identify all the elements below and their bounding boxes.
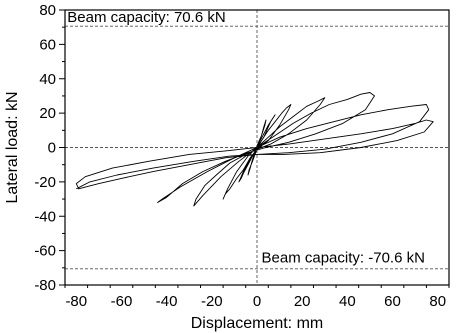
annotation-label-0: Beam capacity: 70.6 kN xyxy=(67,9,225,26)
y-tick-label: 80 xyxy=(39,2,56,19)
x-tick-label: 80 xyxy=(429,293,446,310)
series-layer xyxy=(75,92,434,207)
x-tick-label: 60 xyxy=(384,293,401,310)
y-tick-label: -40 xyxy=(34,208,56,225)
y-axis: -80 -60 -40 -20 0 20 40 60 80 xyxy=(34,2,65,294)
x-tick-label: 40 xyxy=(339,293,356,310)
x-axis-title: Displacement: mm xyxy=(191,315,323,332)
x-tick-label: 20 xyxy=(294,293,311,310)
x-tick-label: -40 xyxy=(156,293,178,310)
x-tick-label: -60 xyxy=(111,293,133,310)
y-tick-label: -20 xyxy=(34,174,56,191)
annotations: Beam capacity: 70.6 kN Beam capacity: -70… xyxy=(67,9,425,267)
y-tick-label: 40 xyxy=(39,71,56,88)
annotation-label-1: Beam capacity: -70.6 kN xyxy=(262,250,425,267)
y-tick-label: -80 xyxy=(34,277,56,294)
x-tick-label: 0 xyxy=(253,293,261,310)
y-tick-label: 20 xyxy=(39,105,56,122)
x-tick-label: -20 xyxy=(201,293,223,310)
y-tick-label: 0 xyxy=(48,140,56,157)
x-axis: -80 -60 -40 -20 0 20 40 60 80 xyxy=(64,285,450,310)
y-tick-label: -60 xyxy=(34,243,56,260)
y-tick-label: 60 xyxy=(39,36,56,53)
x-tick-label: -80 xyxy=(65,293,87,310)
series-line-0 xyxy=(75,92,434,207)
y-axis-title: Lateral load: kN xyxy=(4,91,21,203)
